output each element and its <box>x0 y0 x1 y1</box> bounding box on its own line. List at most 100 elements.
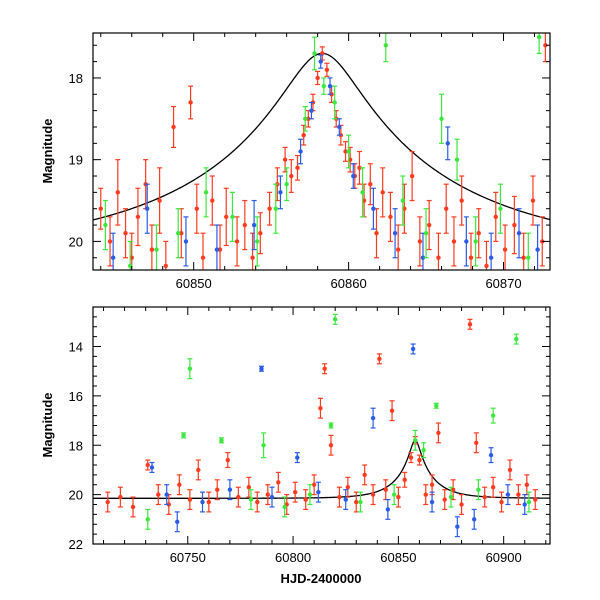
bottom-series2-point <box>261 432 267 459</box>
top-series0-point <box>373 208 379 259</box>
data-point <box>346 149 351 154</box>
data-point <box>176 231 181 236</box>
data-point <box>255 499 260 505</box>
top-series1-point <box>110 232 116 270</box>
data-point <box>103 222 108 228</box>
top-series1-point <box>298 138 304 165</box>
top-series0-point <box>294 154 300 181</box>
data-point <box>371 206 376 211</box>
data-point <box>522 502 527 507</box>
data-point <box>230 214 235 220</box>
bottom-series1-point <box>174 511 180 533</box>
data-point <box>258 231 263 236</box>
data-point <box>370 492 376 497</box>
bottom-series1-point <box>258 365 264 372</box>
data-point <box>171 124 176 130</box>
data-point <box>490 485 496 490</box>
data-point <box>149 247 155 252</box>
data-point <box>282 504 287 510</box>
top-series0-point <box>459 175 465 226</box>
top-series2-point <box>423 208 429 259</box>
data-point <box>380 190 385 195</box>
bottom-series0-point <box>246 476 252 498</box>
data-point <box>476 487 481 492</box>
data-point <box>450 487 456 492</box>
data-point <box>524 482 530 487</box>
data-point <box>248 497 254 502</box>
data-point <box>360 190 365 195</box>
top-series0-point <box>409 150 415 202</box>
data-point <box>354 499 359 505</box>
data-point <box>200 255 206 260</box>
data-point <box>451 239 457 244</box>
data-point <box>215 487 220 492</box>
data-point <box>385 507 391 512</box>
bottom-series0-point <box>402 471 408 488</box>
data-point <box>530 198 536 203</box>
data-point <box>242 222 248 228</box>
top-series0-point <box>468 232 474 270</box>
top-series0-point <box>171 105 177 149</box>
bottom-series0-point <box>353 491 359 513</box>
top-series0-point <box>395 224 401 270</box>
data-point <box>328 443 334 448</box>
bottom-series0-point <box>490 476 496 498</box>
bottom-series0-point <box>435 422 441 444</box>
top-series0-point <box>451 216 457 267</box>
data-point <box>130 504 136 510</box>
bottom-series0-point <box>395 486 401 508</box>
top-series0-point <box>380 167 386 218</box>
data-point <box>273 206 278 211</box>
bottom-series0-point <box>376 353 382 365</box>
top-series0-point <box>435 232 441 270</box>
bottom-series0-point <box>499 491 505 513</box>
data-point <box>526 255 531 260</box>
data-point <box>444 206 449 211</box>
data-point <box>145 206 150 211</box>
data-point <box>370 415 376 421</box>
data-point <box>436 430 441 436</box>
data-point <box>374 231 379 236</box>
bottom-series1-point <box>269 486 275 508</box>
bottom-series0-point <box>416 454 422 466</box>
data-point <box>115 190 120 195</box>
data-point <box>110 255 116 260</box>
bottom-series2-point <box>332 313 338 325</box>
data-point <box>107 239 113 244</box>
data-point <box>521 255 526 260</box>
bottom-series2-point <box>526 491 532 513</box>
data-point <box>368 181 373 187</box>
top-series0-point <box>343 141 349 162</box>
bottom-model-curve <box>93 439 550 499</box>
top-series2-point <box>273 183 279 234</box>
bottom-series0-point <box>275 471 281 493</box>
data-point <box>392 231 398 236</box>
data-point <box>203 190 209 195</box>
data-point <box>459 198 464 203</box>
data-point <box>259 366 264 371</box>
top-series0-point <box>157 167 163 234</box>
data-point <box>507 467 513 473</box>
top-series0-point <box>135 187 141 247</box>
data-point <box>181 433 186 438</box>
top-series0-point <box>223 187 229 247</box>
data-point <box>135 214 141 220</box>
top-clipped-marks <box>93 33 550 270</box>
data-point <box>98 206 103 211</box>
top-series1-point <box>308 101 314 120</box>
bottom-series0-point <box>370 484 376 506</box>
data-point <box>328 423 334 428</box>
bottom-series0-point <box>311 474 317 496</box>
data-point <box>210 198 215 203</box>
top-series1-point <box>183 216 189 267</box>
data-point <box>448 494 454 500</box>
data-point <box>358 499 363 505</box>
data-point <box>301 132 306 138</box>
data-point <box>105 499 110 505</box>
data-point <box>157 198 162 203</box>
data-point <box>145 462 150 468</box>
top-series0-point <box>267 191 273 226</box>
bottom-series2-point <box>490 407 496 424</box>
top-series2-point <box>175 208 181 259</box>
data-point <box>246 485 252 490</box>
